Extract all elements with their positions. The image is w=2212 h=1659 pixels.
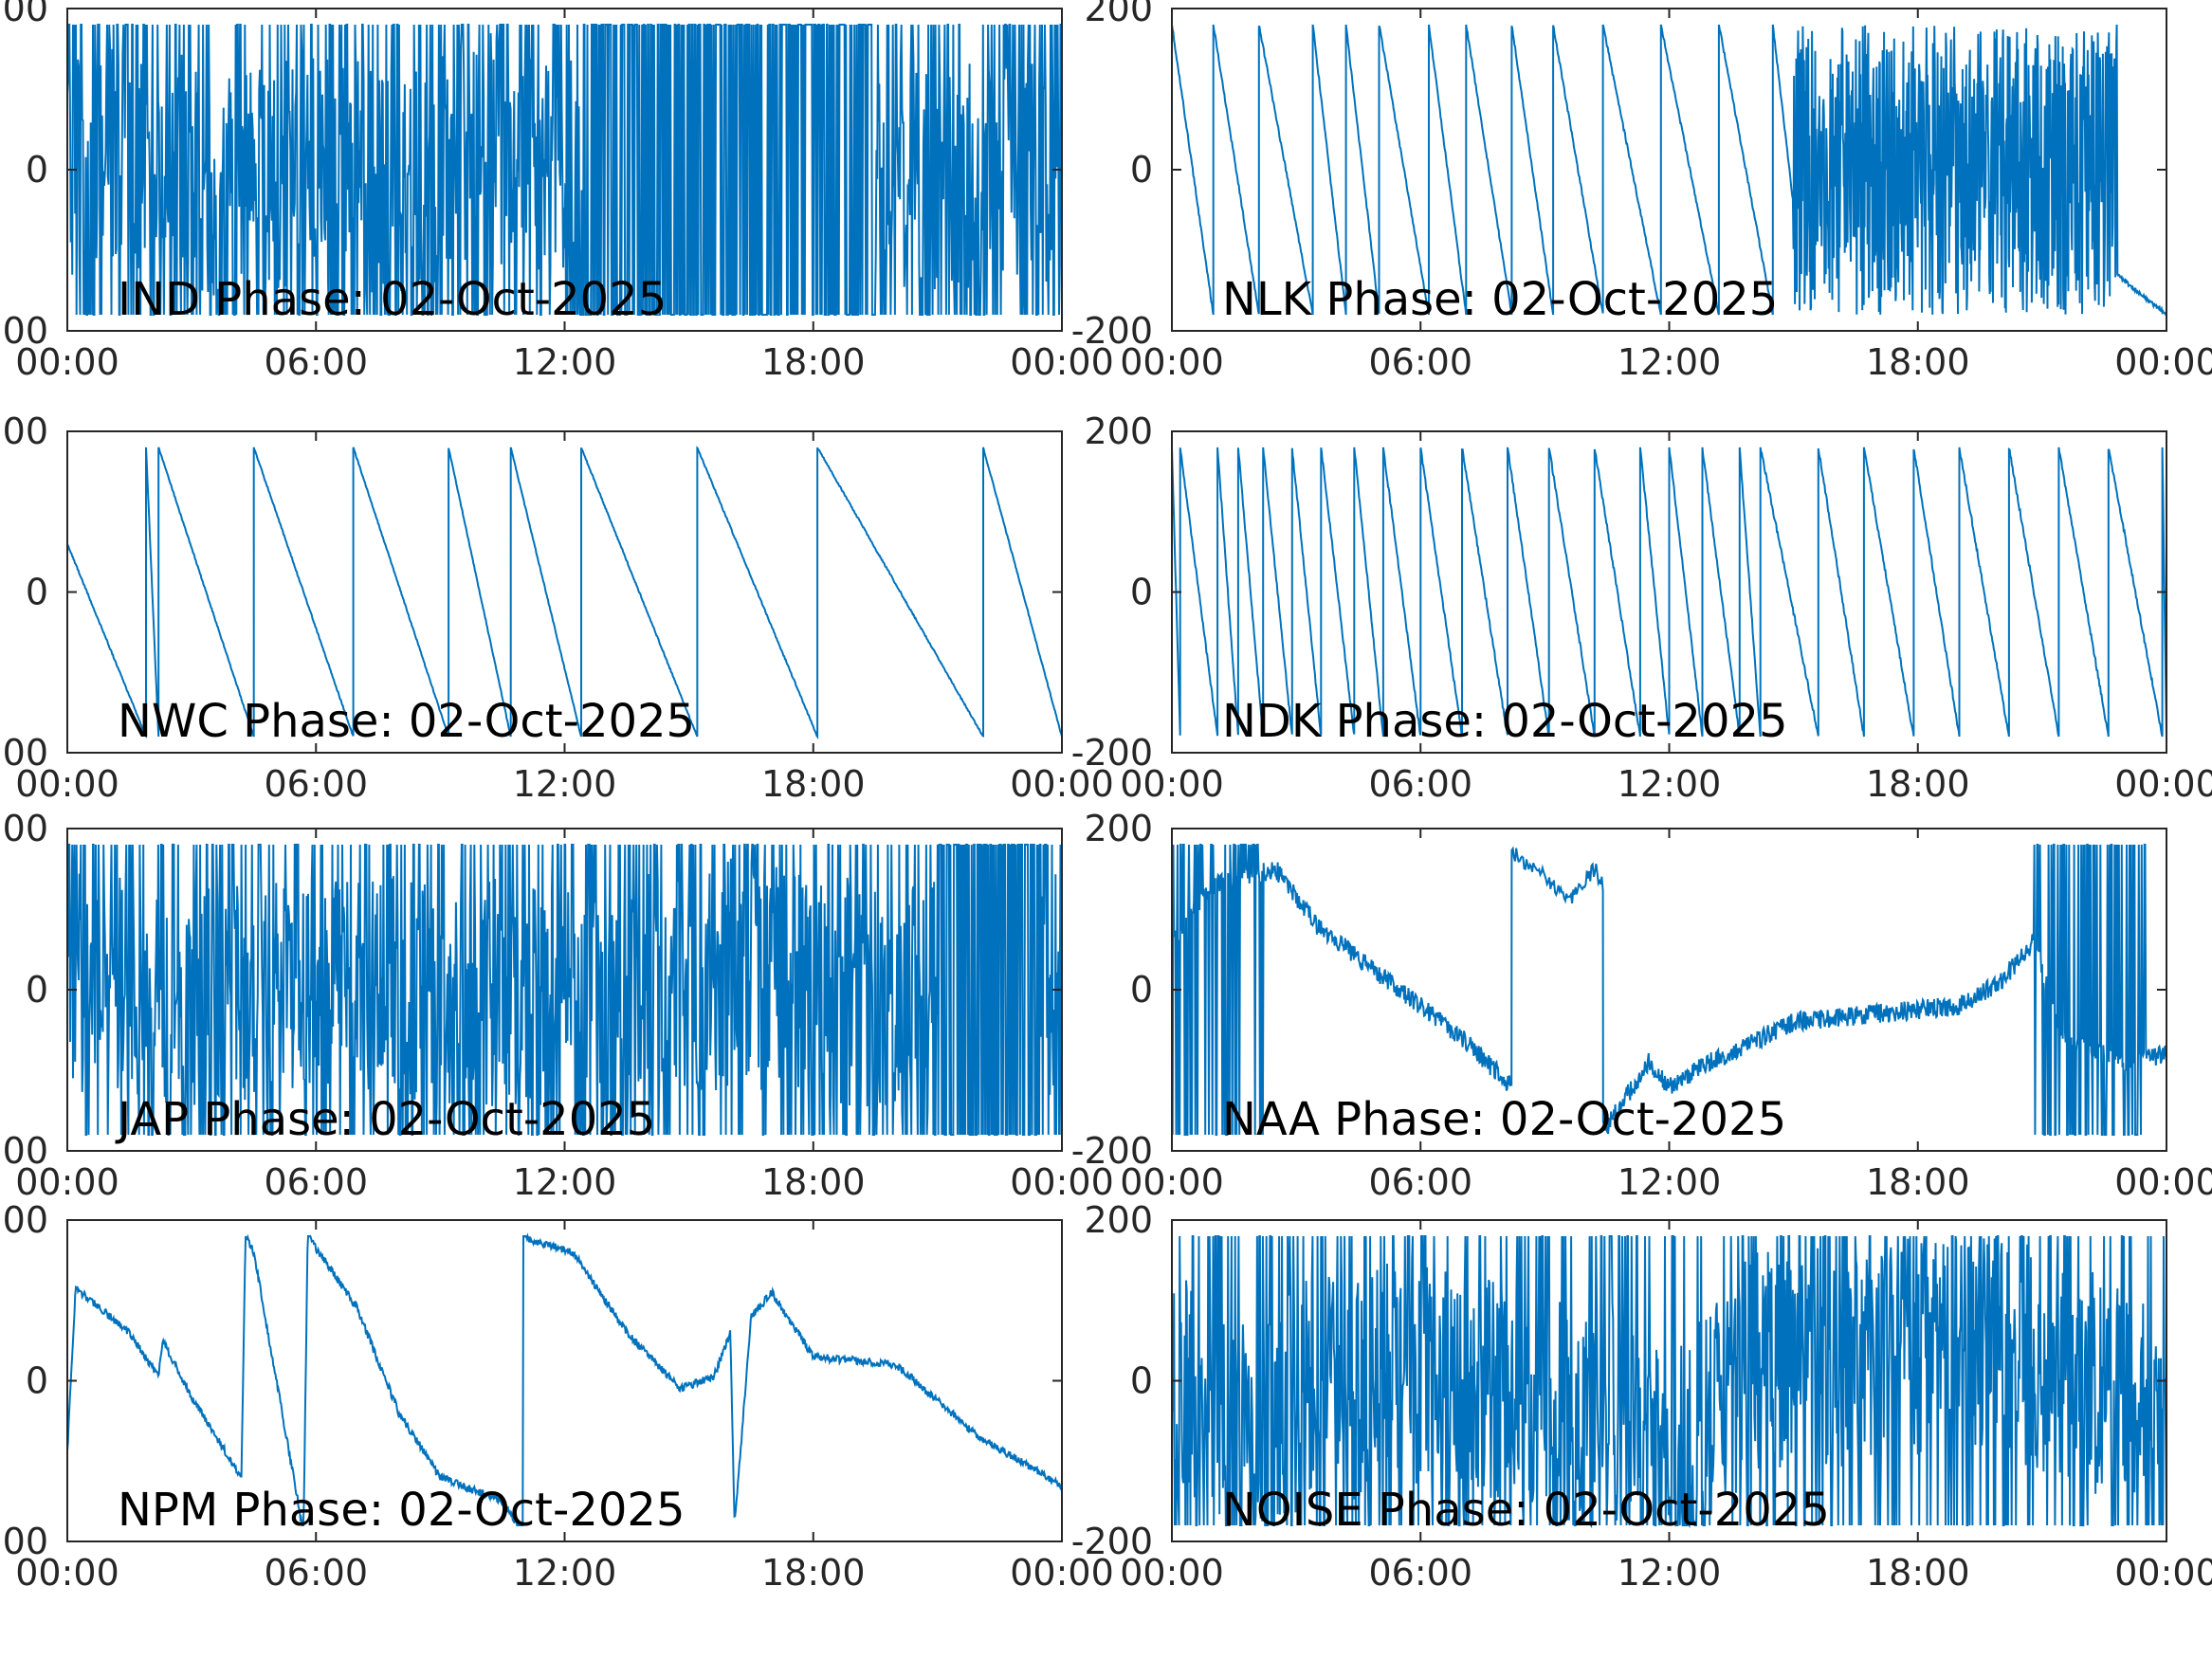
x-tick-label-ind-1: 06:00: [264, 341, 368, 383]
y-tick-label-ind-0: -200: [0, 310, 48, 352]
y-tick-label-npm-1: 0: [26, 1360, 48, 1402]
panel-title-nwc: NWC Phase: 02-Oct-2025: [118, 695, 695, 748]
x-tick-label-nwc-3: 18:00: [761, 763, 866, 805]
panel-title-noise: NOISE Phase: 02-Oct-2025: [1222, 1484, 1830, 1537]
x-tick-label-nlk-2: 12:00: [1618, 341, 1722, 383]
x-tick-label-npm-2: 12:00: [513, 1552, 617, 1594]
x-tick-label-ind-3: 18:00: [761, 341, 866, 383]
series-line-naa: [1172, 844, 2166, 1136]
x-tick-label-ndk-3: 18:00: [1866, 763, 1970, 805]
x-tick-label-nlk-0: 00:00: [1120, 341, 1224, 383]
y-tick-label-npm-2: 200: [0, 1199, 48, 1241]
panel-title-ind: IND Phase: 02-Oct-2025: [118, 273, 667, 326]
x-tick-label-naa-0: 00:00: [1120, 1161, 1224, 1203]
y-tick-label-jap-1: 0: [26, 969, 48, 1011]
x-tick-label-npm-4: 00:00: [1010, 1552, 1114, 1594]
panel-title-jap: JAP Phase: 02-Oct-2025: [115, 1093, 655, 1146]
y-tick-label-noise-0: -200: [1071, 1521, 1153, 1562]
x-tick-label-nlk-4: 00:00: [2114, 341, 2212, 383]
x-tick-label-noise-3: 18:00: [1866, 1552, 1970, 1594]
x-tick-label-naa-1: 06:00: [1368, 1161, 1472, 1203]
y-tick-label-noise-2: 200: [1084, 1199, 1153, 1241]
y-tick-label-jap-2: 200: [0, 808, 48, 849]
series-line-noise: [1172, 1235, 2166, 1529]
y-tick-label-ndk-2: 200: [1084, 410, 1153, 452]
y-tick-label-ndk-1: 0: [1130, 572, 1153, 613]
x-tick-label-ndk-4: 00:00: [2114, 763, 2212, 805]
series-line-jap: [67, 844, 1062, 1136]
y-tick-label-ind-2: 200: [0, 0, 48, 29]
series-line-nwc: [67, 446, 1062, 740]
x-tick-label-noise-4: 00:00: [2114, 1552, 2212, 1594]
y-tick-label-naa-2: 200: [1084, 808, 1153, 849]
panel-title-npm: NPM Phase: 02-Oct-2025: [118, 1484, 685, 1537]
series-line-ind: [67, 24, 1062, 316]
y-tick-label-jap-0: -200: [0, 1130, 48, 1172]
x-tick-label-npm-3: 18:00: [761, 1552, 866, 1594]
x-tick-label-nwc-4: 00:00: [1010, 763, 1114, 805]
x-tick-label-nwc-2: 12:00: [513, 763, 617, 805]
y-tick-label-nlk-1: 0: [1130, 149, 1153, 191]
x-tick-label-noise-0: 00:00: [1120, 1552, 1224, 1594]
x-tick-label-nlk-1: 06:00: [1368, 341, 1472, 383]
x-tick-label-nwc-1: 06:00: [264, 763, 368, 805]
x-tick-label-jap-4: 00:00: [1010, 1161, 1114, 1203]
x-tick-label-naa-2: 12:00: [1618, 1161, 1722, 1203]
y-tick-label-nwc-1: 0: [26, 572, 48, 613]
x-tick-label-noise-2: 12:00: [1618, 1552, 1722, 1594]
x-tick-label-npm-0: 00:00: [15, 1552, 119, 1594]
x-tick-label-noise-1: 06:00: [1368, 1552, 1472, 1594]
x-tick-label-nlk-3: 18:00: [1866, 341, 1970, 383]
x-tick-label-ind-0: 00:00: [15, 341, 119, 383]
y-tick-label-nwc-0: -200: [0, 732, 48, 774]
y-tick-label-naa-0: -200: [1071, 1130, 1153, 1172]
x-tick-label-jap-0: 00:00: [15, 1161, 119, 1203]
y-tick-label-naa-1: 0: [1130, 969, 1153, 1011]
y-tick-label-nlk-2: 200: [1084, 0, 1153, 29]
y-tick-label-npm-0: -200: [0, 1521, 48, 1562]
y-tick-label-ind-1: 0: [26, 149, 48, 191]
x-tick-label-naa-4: 00:00: [2114, 1161, 2212, 1203]
x-tick-label-jap-1: 06:00: [264, 1161, 368, 1203]
x-tick-label-ndk-0: 00:00: [1120, 763, 1224, 805]
x-tick-label-jap-3: 18:00: [761, 1161, 866, 1203]
series-line-npm: [67, 1232, 1062, 1526]
series-line-nlk: [1172, 24, 2166, 316]
panel-title-nlk: NLK Phase: 02-Oct-2025: [1222, 273, 1778, 326]
y-tick-label-noise-1: 0: [1130, 1360, 1153, 1402]
x-tick-label-ndk-2: 12:00: [1618, 763, 1722, 805]
x-tick-label-ndk-1: 06:00: [1368, 763, 1472, 805]
series-line-ndk: [1172, 447, 2166, 738]
x-tick-label-ind-2: 12:00: [513, 341, 617, 383]
x-tick-label-npm-1: 06:00: [264, 1552, 368, 1594]
y-tick-label-nlk-0: -200: [1071, 310, 1153, 352]
x-tick-label-naa-3: 18:00: [1866, 1161, 1970, 1203]
x-tick-label-nwc-0: 00:00: [15, 763, 119, 805]
y-tick-label-nwc-2: 200: [0, 410, 48, 452]
y-tick-label-ndk-0: -200: [1071, 732, 1153, 774]
x-tick-label-ind-4: 00:00: [1010, 341, 1114, 383]
x-tick-label-jap-2: 12:00: [513, 1161, 617, 1203]
panel-title-naa: NAA Phase: 02-Oct-2025: [1222, 1093, 1786, 1146]
panel-title-ndk: NDK Phase: 02-Oct-2025: [1222, 695, 1788, 748]
